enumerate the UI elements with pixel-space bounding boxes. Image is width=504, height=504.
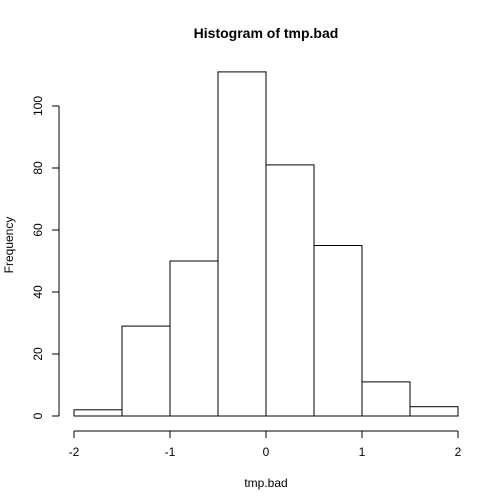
y-tick-label: 100 xyxy=(31,96,45,116)
bars-group xyxy=(73,71,459,417)
histogram-bar xyxy=(361,381,411,417)
x-axis: -2 -1 0 1 2 xyxy=(69,430,462,459)
x-tick-label: 0 xyxy=(263,445,270,459)
histogram-bar xyxy=(265,164,315,417)
histogram-bar xyxy=(409,406,459,417)
y-tick-label: 80 xyxy=(31,161,45,175)
x-tick-label: -1 xyxy=(165,445,176,459)
y-tick-label: 0 xyxy=(31,412,45,419)
y-axis-label: Frequency xyxy=(2,217,16,274)
histogram-bar xyxy=(73,409,123,417)
y-axis: 0 20 40 60 80 100 xyxy=(31,96,60,419)
y-tick-label: 60 xyxy=(31,223,45,237)
x-tick-label: -2 xyxy=(69,445,80,459)
y-tick-label: 40 xyxy=(31,285,45,299)
x-axis-label: tmp.bad xyxy=(244,476,287,490)
histogram-bar xyxy=(313,245,363,417)
x-tick-label: 1 xyxy=(359,445,366,459)
histogram-bar xyxy=(217,71,267,417)
histogram-bar xyxy=(169,260,219,417)
y-tick-label: 20 xyxy=(31,347,45,361)
x-tick-label: 2 xyxy=(455,445,462,459)
chart-title: Histogram of tmp.bad xyxy=(194,25,339,41)
histogram-bar xyxy=(121,325,171,417)
